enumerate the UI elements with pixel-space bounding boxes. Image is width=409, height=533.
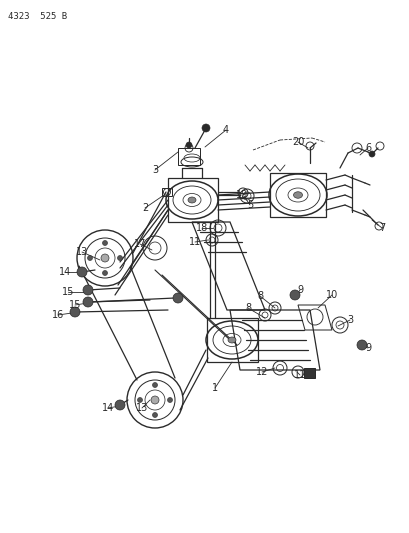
Polygon shape <box>303 368 314 378</box>
Circle shape <box>101 254 109 262</box>
Text: 17: 17 <box>133 239 146 249</box>
Text: 19: 19 <box>235 190 247 200</box>
Text: 8: 8 <box>244 303 250 313</box>
Text: 12: 12 <box>255 367 267 377</box>
Text: 4323  525 B: 4323 525 B <box>8 12 67 21</box>
Text: 20: 20 <box>291 137 303 147</box>
Circle shape <box>137 398 142 402</box>
Circle shape <box>152 383 157 387</box>
Text: 2: 2 <box>142 203 148 213</box>
Text: 5: 5 <box>246 200 252 210</box>
Text: 3: 3 <box>346 315 352 325</box>
Text: 14: 14 <box>59 267 71 277</box>
Circle shape <box>368 151 374 157</box>
Circle shape <box>152 413 157 417</box>
Text: 11: 11 <box>293 370 306 380</box>
Text: 9: 9 <box>296 285 302 295</box>
Ellipse shape <box>188 197 196 203</box>
Ellipse shape <box>227 337 236 343</box>
Text: 15: 15 <box>69 300 81 310</box>
Circle shape <box>167 398 172 402</box>
Text: 9: 9 <box>364 343 370 353</box>
Text: 4: 4 <box>222 125 229 135</box>
Circle shape <box>87 255 92 261</box>
Circle shape <box>77 267 87 277</box>
Text: 3: 3 <box>152 165 158 175</box>
Circle shape <box>115 400 125 410</box>
Text: 14: 14 <box>101 403 114 413</box>
Text: 15: 15 <box>62 287 74 297</box>
Text: 16: 16 <box>52 310 64 320</box>
Circle shape <box>289 290 299 300</box>
Ellipse shape <box>293 192 302 198</box>
Text: 18: 18 <box>196 223 208 233</box>
Text: 1: 1 <box>211 383 218 393</box>
Circle shape <box>70 307 80 317</box>
Text: 8: 8 <box>256 291 263 301</box>
Text: 13: 13 <box>135 403 148 413</box>
Text: 13: 13 <box>76 247 88 257</box>
Circle shape <box>356 340 366 350</box>
Circle shape <box>102 271 107 276</box>
Circle shape <box>173 293 182 303</box>
Circle shape <box>202 124 209 132</box>
Circle shape <box>186 142 191 148</box>
Text: 11: 11 <box>189 237 201 247</box>
Circle shape <box>117 255 122 261</box>
Circle shape <box>151 396 159 404</box>
Circle shape <box>83 297 93 307</box>
Circle shape <box>83 285 93 295</box>
Text: 7: 7 <box>378 223 384 233</box>
Circle shape <box>102 240 107 246</box>
Text: 10: 10 <box>325 290 337 300</box>
Text: 6: 6 <box>364 143 370 153</box>
